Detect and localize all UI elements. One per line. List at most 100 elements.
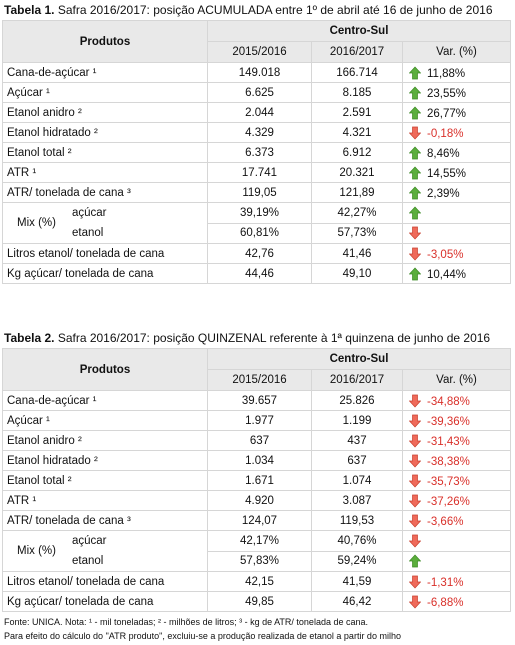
variation: -0,18% [402,122,511,143]
variation: -37,26% [402,490,511,511]
arrow-shape [408,534,422,548]
variation-value: -3,66% [427,515,464,528]
arrow-shape [408,494,422,508]
value-2015: 1.671 [207,470,312,491]
value-2016: 119,53 [311,510,403,531]
value-2015: 42,15 [207,571,312,592]
value-2016: 1.074 [311,470,403,491]
variation-value: -31,43% [427,435,470,448]
variation: -35,73% [402,470,511,491]
row-label: Kg açúcar/ tonelada de cana [2,263,208,284]
data-table: Produtos Centro-Sul 2015/2016 2016/2017 Var.… [2,20,511,284]
variation-value: 23,55% [427,87,467,100]
variation-value: -39,36% [427,415,470,428]
value-2015: 39,19% [207,202,312,224]
data-row: Litros etanol/ tonelada de cana 42,76 41,4… [2,243,511,264]
value-2016: 41,59 [311,571,403,592]
value-2016: 41,46 [311,243,403,264]
variation: -38,38% [402,450,511,471]
mix-row: 57,83% 59,24% [3,550,511,572]
value-2016: 46,42 [311,591,403,612]
value-2015: 149.018 [207,62,312,83]
table-body: Cana-de-açúcar ¹ 39.657 25.826 -34,88% Açúca… [2,390,511,612]
value-2016: 6.912 [311,142,403,163]
variation-value: -35,73% [427,475,470,488]
variation-value: 14,55% [427,167,467,180]
value-2015: 2.044 [207,102,312,123]
value-2015: 124,07 [207,510,312,531]
header-col2: 2016/2017 [311,369,403,391]
header-products: Produtos [2,20,208,63]
row-label: Etanol anidro ² [2,102,208,123]
mix-sublabels: açúcar etanol [72,203,107,243]
row-label: Etanol anidro ² [2,430,208,451]
value-2015: 44,46 [207,263,312,284]
variation-value: -1,31% [427,576,464,589]
arrow-icon [408,126,422,140]
arrow-shape [408,454,422,468]
value-2016: 8.185 [311,82,403,103]
data-row: Açúcar ¹ 6.625 8.185 23,55% [2,82,511,103]
data-row: Açúcar ¹ 1.977 1.199 -39,36% [2,410,511,431]
value-2015: 42,76 [207,243,312,264]
value-2015: 39.657 [207,390,312,411]
row-label: Etanol total ² [2,142,208,163]
arrow-icon [408,85,422,99]
variation [402,202,511,224]
mix-sublabel: açúcar [72,535,107,547]
value-2016: 3.087 [311,490,403,511]
arrow-icon [408,434,422,448]
arrow-shape [408,474,422,488]
value-2016: 2.591 [311,102,403,123]
arrow-icon [408,575,422,589]
header-row: Produtos Centro-Sul [2,20,511,63]
arrow-shape [408,105,422,119]
data-row: Etanol anidro ² 2.044 2.591 26,77% [2,102,511,123]
arrow-shape [408,266,422,280]
data-row: Etanol total ² 1.671 1.074 -35,73% [2,470,511,491]
variation-value: 2,39% [427,187,460,200]
row-label: Açúcar ¹ [2,82,208,103]
data-row: Etanol hidratado ² 1.034 637 -38,38% [2,450,511,471]
arrow-shape [408,206,422,220]
variation-value: -34,88% [427,395,470,408]
arrow-icon [408,226,422,240]
arrow-icon [408,145,422,159]
table-header: Produtos Centro-Sul 2015/2016 2016/2017 Var.… [2,348,511,391]
arrow-shape [408,575,422,589]
row-label: ATR/ tonelada de cana ³ [2,510,208,531]
caption-text: Safra 2016/2017: posição QUINZENAL refer… [57,331,491,345]
arrow-icon [408,514,422,528]
arrow-shape [408,185,422,199]
header-col1: 2015/2016 [207,41,312,63]
header-var: Var. (%) [402,41,511,63]
data-row: ATR/ tonelada de cana ³ 124,07 119,53 -3,66… [2,510,511,531]
mix-sublabel: etanol [72,227,104,239]
arrow-icon [408,247,422,261]
arrow-icon [408,206,422,220]
caption-text: Safra 2016/2017: posição ACUMULADA entre… [57,3,493,17]
variation [402,550,511,572]
table-caption: Tabela 1. Safra 2016/2017: posição ACUMU… [4,3,493,17]
variation: 8,46% [402,142,511,163]
footnote: Fonte: UNICA. Nota: ¹ - mil toneladas; ²… [4,617,368,627]
data-row: Kg açúcar/ tonelada de cana 49,85 46,42 -6,… [2,591,511,612]
variation-value: -38,38% [427,455,470,468]
mix-sublabels: açúcar etanol [72,531,107,571]
variation-value: -0,18% [427,127,464,140]
header-products: Produtos [2,348,208,391]
variation: -34,88% [402,390,511,411]
variation: -6,88% [402,591,511,612]
value-2016: 57,73% [311,222,403,244]
table-caption: Tabela 2. Safra 2016/2017: posição QUINZ… [4,331,490,345]
mix-label: Mix (%) açúcar etanol [2,530,208,572]
value-2015: 6.373 [207,142,312,163]
row-label: Litros etanol/ tonelada de cana [2,243,208,264]
mix-row: 60,81% 57,73% [3,222,511,244]
value-2016: 20.321 [311,162,403,183]
value-2016: 40,76% [311,530,403,552]
variation: 26,77% [402,102,511,123]
value-2016: 121,89 [311,182,403,203]
arrow-shape [408,145,422,159]
value-2016: 59,24% [311,550,403,572]
